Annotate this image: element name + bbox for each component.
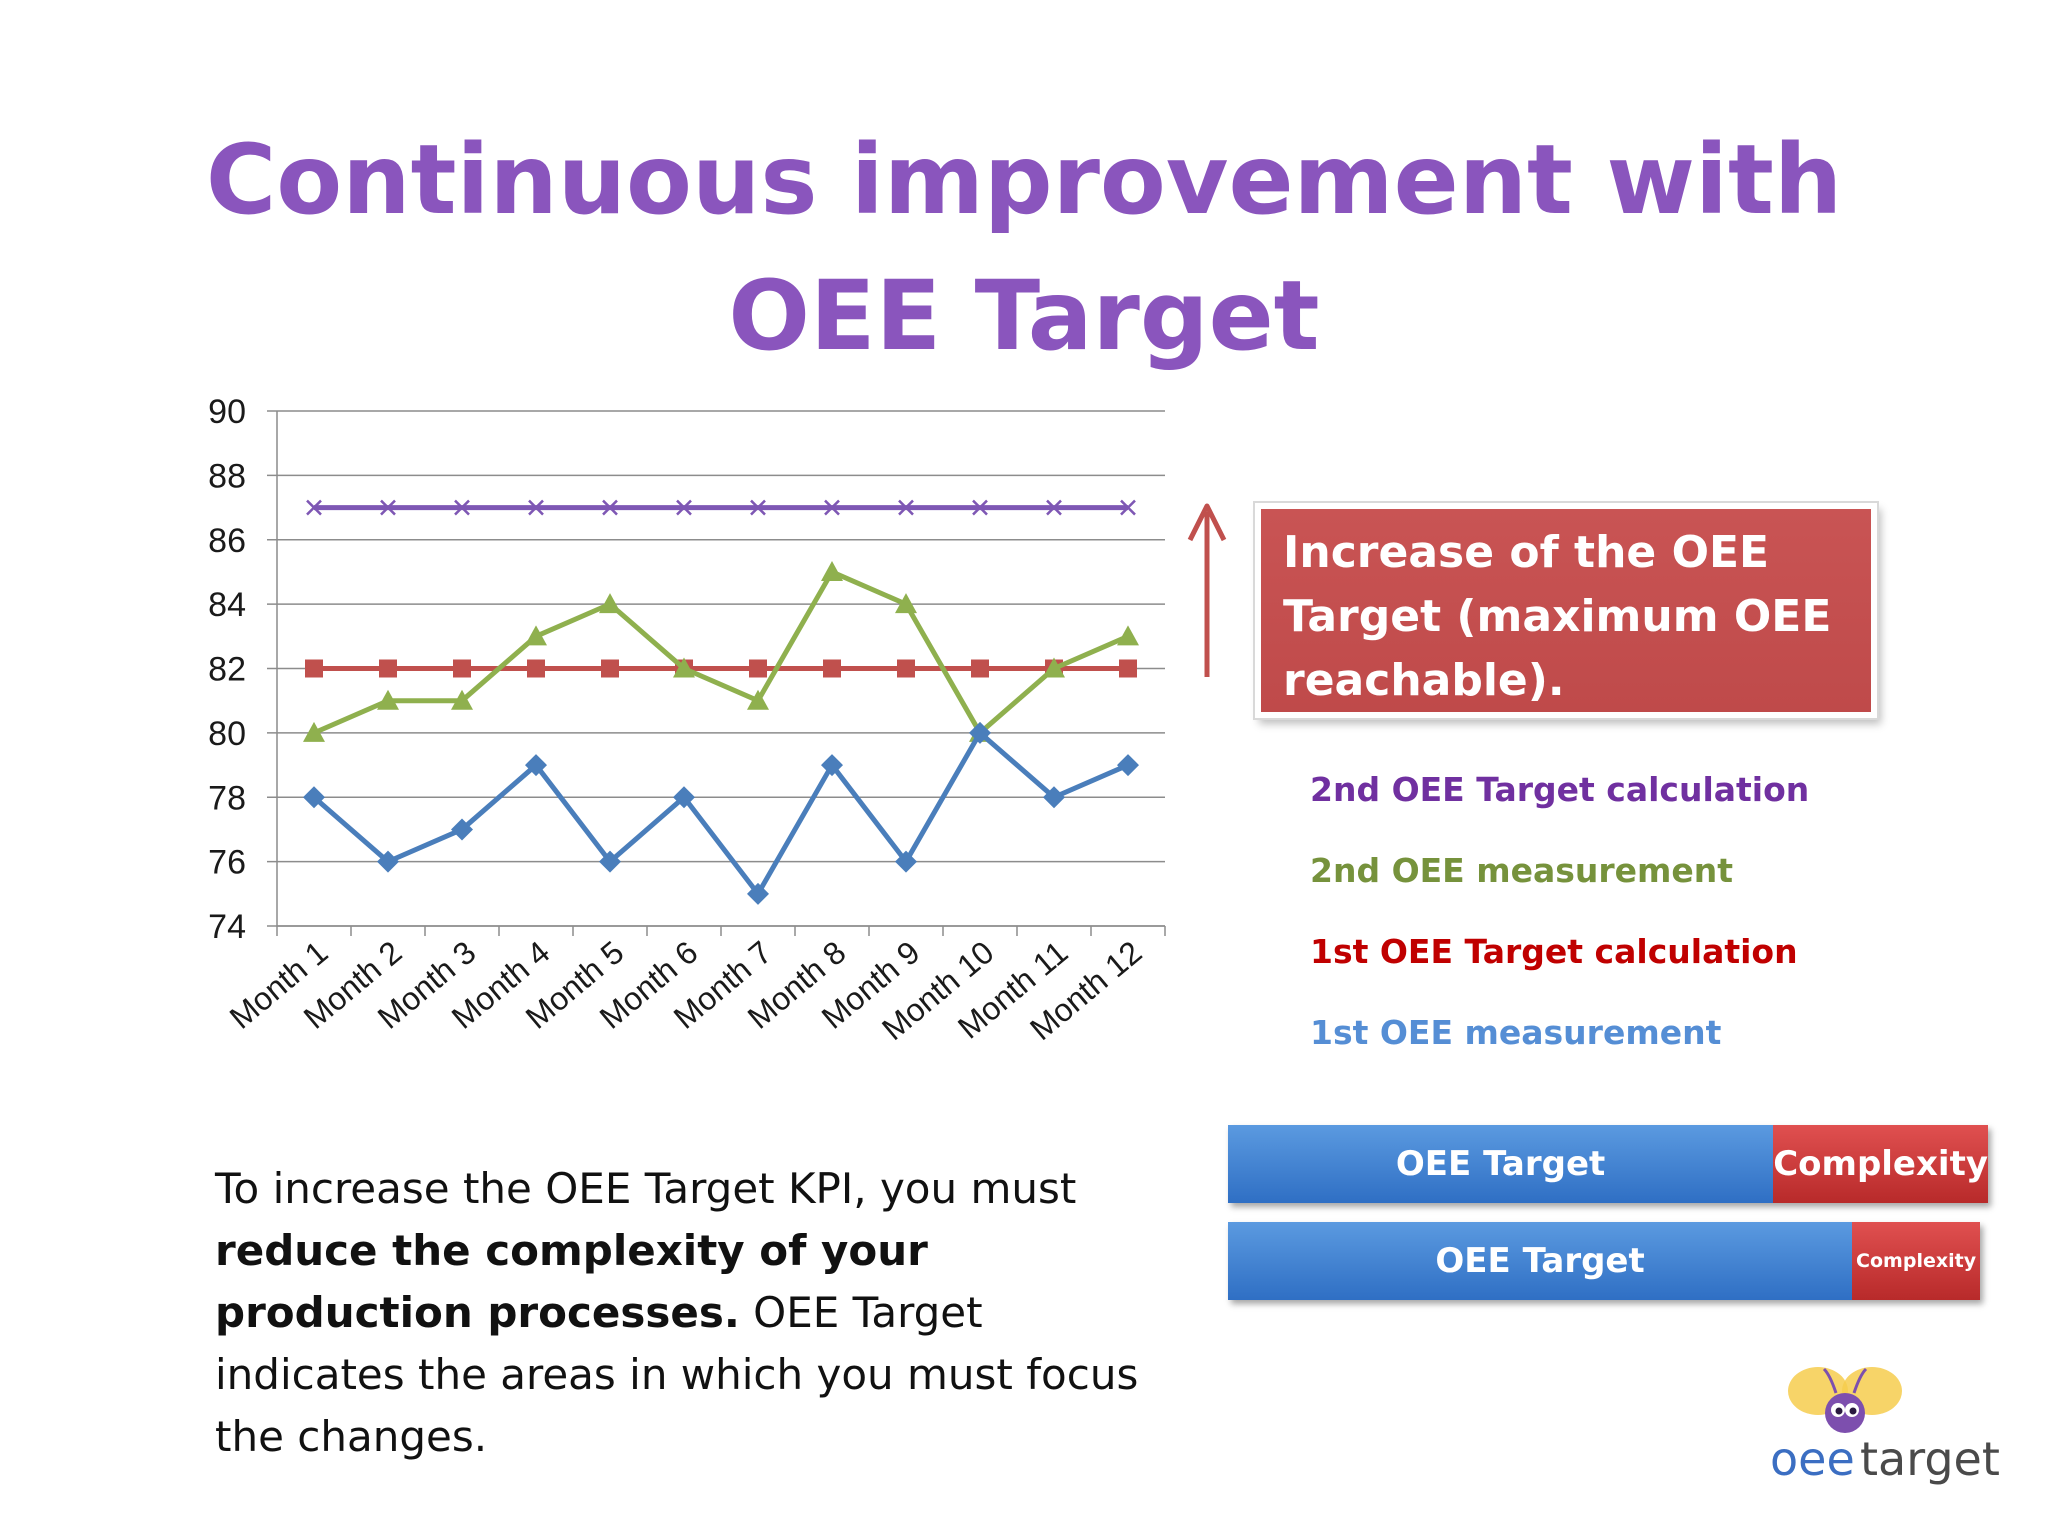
oee-complexity-bar-1: OEE Target Complexity — [1228, 1125, 1988, 1203]
body-text-part-1: To increase the OEE Target KPI, you must — [215, 1164, 1077, 1213]
increase-arrow — [1187, 503, 1227, 677]
series-1-point-4 — [528, 499, 544, 516]
oee-target-logo: oee target — [1770, 1367, 2000, 1486]
body-text-part-2: OEE Target indicates the areas in which … — [215, 1288, 1139, 1461]
series-1-point-9 — [898, 499, 914, 516]
bar-1-complexity: Complexity — [1773, 1125, 1988, 1203]
series-3-point-4 — [527, 659, 545, 678]
series-1-point-7 — [750, 499, 766, 516]
series-2-point-5 — [599, 593, 621, 614]
series-1-point-8 — [824, 499, 840, 516]
bar-1-oee-target: OEE Target — [1228, 1125, 1774, 1203]
logo-bee-head-icon — [1825, 1393, 1865, 1433]
series-2-point-9 — [895, 593, 917, 614]
series-2-point-11 — [1043, 657, 1065, 678]
callout-line-2: Target (maximum OEE — [1283, 591, 1832, 642]
bar-2-complexity: Complexity — [1852, 1222, 1980, 1300]
series-3-point-8 — [823, 659, 841, 678]
series-1-point-6 — [676, 499, 692, 516]
y-tick-label-86: 86 — [208, 522, 246, 560]
series-4-point-12 — [1117, 754, 1139, 777]
series-1-point-5 — [602, 499, 618, 516]
callout-line-3: reachable). — [1283, 655, 1565, 706]
series-4-point-7 — [747, 882, 769, 905]
series-3 — [305, 659, 1137, 678]
series-3-point-2 — [379, 659, 397, 678]
series-2-point-12 — [1117, 625, 1139, 646]
body-text-bold: reduce the complexity of your production… — [215, 1226, 928, 1337]
body-paragraph: To increase the OEE Target KPI, you must… — [215, 1158, 1175, 1468]
series-2-point-6 — [673, 657, 695, 678]
series-1 — [306, 499, 1136, 516]
y-tick-label-82: 82 — [208, 651, 246, 689]
series-3-point-1 — [305, 659, 323, 678]
series-2-point-7 — [747, 689, 769, 710]
series-2-line — [313, 569, 1129, 736]
bar-2-oee-target: OEE Target — [1228, 1222, 1853, 1300]
series-4-point-4 — [525, 754, 547, 777]
y-tick-label-80: 80 — [208, 715, 246, 753]
series-1-point-1 — [306, 499, 322, 516]
series-1-point-2 — [380, 499, 396, 516]
y-tick-label-84: 84 — [208, 586, 246, 624]
logo-text-oee: oee — [1770, 1432, 1855, 1486]
logo-text-target: target — [1860, 1432, 2000, 1486]
y-tick-label-88: 88 — [208, 457, 246, 495]
series-4-point-11 — [1043, 786, 1065, 809]
series-4-line — [312, 730, 1129, 897]
y-tick-label-76: 76 — [208, 844, 246, 882]
series-4-point-9 — [895, 850, 917, 873]
series-3-point-12 — [1119, 659, 1137, 678]
series-2-point-2 — [377, 689, 399, 710]
series-4-point-6 — [673, 786, 695, 809]
y-tick-label-74: 74 — [208, 908, 246, 946]
slide-title: Continuous improvement with OEE Target — [0, 112, 2048, 384]
series-4 — [303, 721, 1139, 905]
series-3-point-5 — [601, 659, 619, 678]
legend-item-3: 1st OEE Target calculation — [1310, 932, 1798, 971]
series-3-point-10 — [971, 659, 989, 678]
y-tick-label-78: 78 — [208, 779, 246, 817]
series-1-point-12 — [1120, 499, 1136, 516]
series-2-point-3 — [451, 689, 473, 710]
legend-item-1: 2nd OEE Target calculation — [1310, 770, 1810, 809]
series-2-point-4 — [525, 625, 547, 646]
series-2-point-8 — [821, 560, 843, 581]
series-1-point-3 — [454, 499, 470, 516]
series-3-point-7 — [749, 659, 767, 678]
title-line-2: OEE Target — [728, 260, 1320, 372]
legend-item-4: 1st OEE measurement — [1310, 1013, 1722, 1052]
oee-complexity-bar-2: OEE Target Complexity — [1228, 1222, 1980, 1300]
series-4-point-5 — [599, 850, 621, 873]
title-line-1: Continuous improvement with — [205, 124, 1843, 236]
series-1-point-10 — [972, 499, 988, 516]
series-4-point-1 — [303, 786, 325, 809]
series-4-point-10 — [969, 721, 991, 744]
series-1-point-11 — [1046, 499, 1062, 516]
series-3-point-3 — [453, 659, 471, 678]
series-4-point-3 — [451, 818, 473, 841]
series-2-point-1 — [303, 721, 325, 742]
chart-series — [303, 499, 1139, 905]
callout-line-1: Increase of the OEE — [1283, 527, 1770, 578]
legend-item-2: 2nd OEE measurement — [1310, 851, 1734, 890]
series-4-point-8 — [821, 754, 843, 777]
series-3-point-9 — [897, 659, 915, 678]
arrow-head-icon — [1187, 503, 1227, 542]
series-4-point-2 — [377, 850, 399, 873]
series-2 — [303, 560, 1139, 742]
y-tick-label-90: 90 — [208, 393, 246, 431]
increase-callout-box: Increase of the OEE Target (maximum OEE … — [1255, 503, 1877, 718]
